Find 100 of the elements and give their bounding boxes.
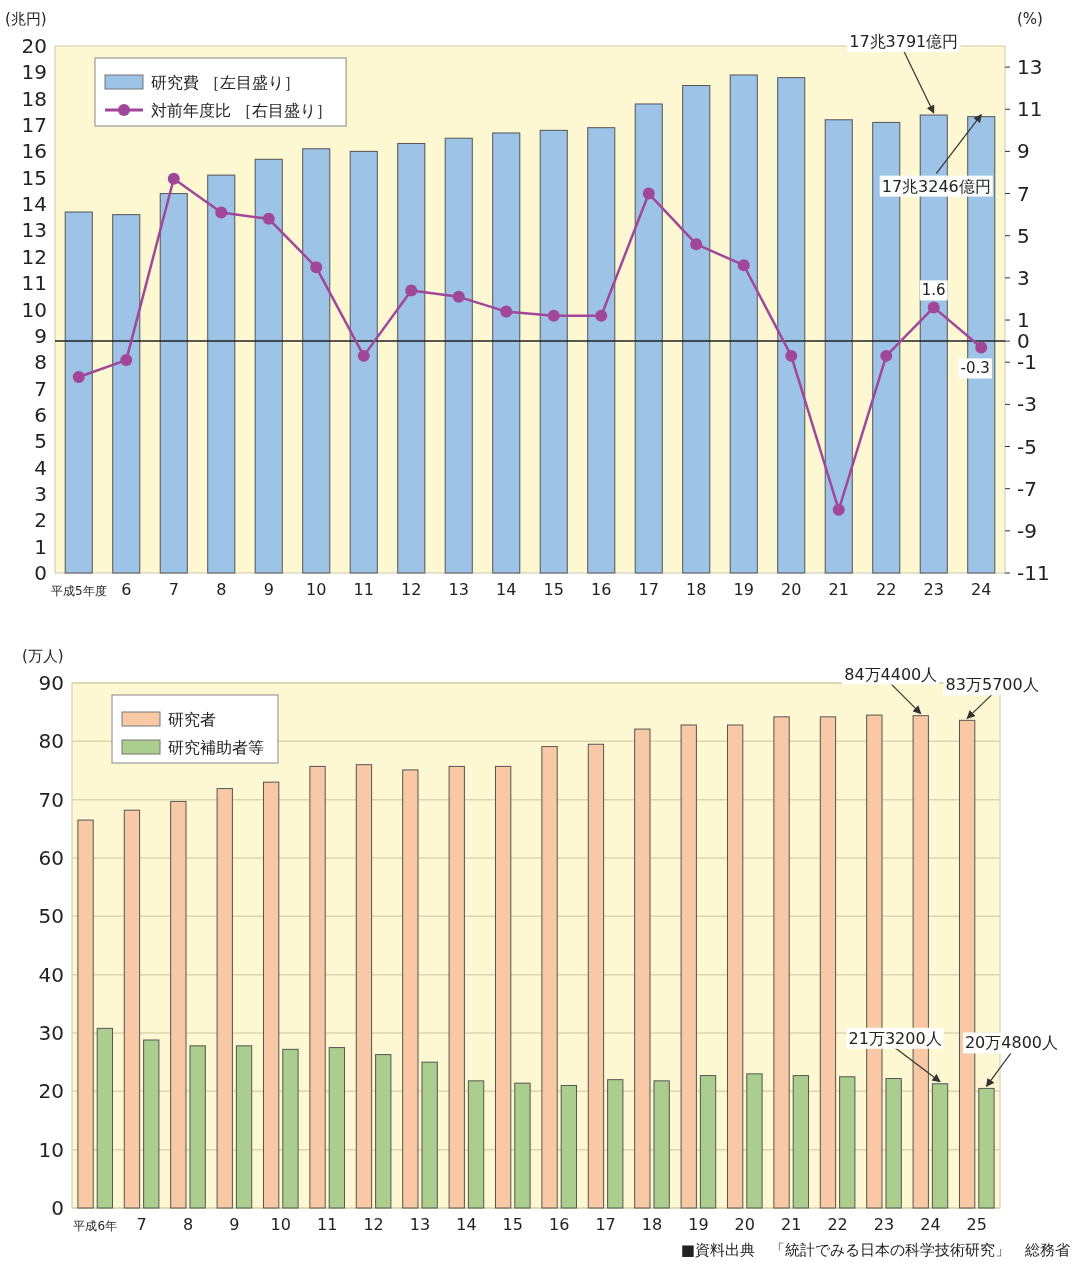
bar	[872, 121, 901, 574]
bar	[170, 800, 187, 1209]
point	[927, 301, 940, 314]
y-tick-label: 16	[21, 139, 47, 164]
bar	[328, 1047, 346, 1209]
x-tick-label: 6	[121, 580, 132, 599]
x-tick-label: 22	[827, 1215, 848, 1234]
x-tick-label: 22	[876, 580, 897, 599]
x-tick-label: 12	[401, 580, 422, 599]
bar	[792, 1075, 810, 1209]
bar	[560, 1085, 578, 1209]
y2-tick-label: -5	[1017, 434, 1037, 459]
y2-tick-label: 3	[1017, 265, 1030, 290]
y-tick-label: 70	[38, 787, 64, 812]
y-tick-label: 20	[38, 1079, 64, 1104]
bar	[885, 1078, 902, 1209]
y-tick-label: 40	[38, 962, 64, 987]
x-tick-label: 21	[828, 580, 849, 599]
y-tick-label: 18	[21, 86, 47, 111]
y-tick-label: 1	[34, 534, 47, 559]
bar	[978, 1087, 995, 1209]
x-tick-label: 19	[733, 580, 754, 599]
point	[595, 309, 608, 322]
bar	[931, 1083, 949, 1209]
x-tick-label: 23	[873, 1215, 895, 1234]
y-axis-title: (万人)	[22, 647, 64, 665]
y-axis-title: (兆円)	[5, 10, 47, 28]
y-tick-label: 8	[34, 350, 47, 375]
bar	[773, 716, 790, 1209]
point	[72, 370, 85, 383]
bar	[746, 1073, 763, 1209]
x-tick-label: 20	[781, 580, 802, 599]
x-tick-label: 11	[353, 580, 374, 599]
y-tick-label: 30	[38, 1021, 64, 1045]
bar	[143, 1039, 160, 1209]
bar	[355, 764, 373, 1209]
bar	[349, 150, 378, 574]
bar	[680, 724, 697, 1209]
point	[785, 349, 798, 362]
y-tick-label: 20	[21, 34, 47, 58]
x-tick-label: 13	[448, 580, 469, 599]
bar	[64, 211, 93, 574]
point	[215, 206, 228, 219]
bar	[309, 765, 326, 1209]
x-tick-label: 平成6年	[73, 1219, 118, 1233]
bar	[587, 127, 616, 574]
legend-label: 研究補助者等	[168, 738, 264, 757]
point	[690, 238, 703, 251]
bar	[421, 1061, 438, 1209]
legend-label: 研究者	[168, 710, 216, 729]
y2-tick-label: 9	[1017, 139, 1030, 164]
point	[262, 212, 275, 225]
x-tick-label: 24	[971, 580, 992, 599]
x-tick-label: 9	[229, 1215, 240, 1234]
y-tick-label: 50	[38, 904, 64, 929]
point	[547, 309, 560, 322]
legend-label: 対前年度比 ［右目盛り］	[151, 101, 333, 120]
y-tick-label: 15	[21, 165, 47, 190]
y2-tick-label: -3	[1017, 392, 1037, 417]
point	[975, 341, 988, 354]
bar	[375, 1054, 392, 1209]
y-tick-label: 10	[21, 297, 47, 322]
bar	[467, 1080, 485, 1209]
y-tick-label: 90	[38, 671, 64, 695]
x-tick-label: 10	[306, 580, 327, 599]
point	[832, 503, 845, 516]
bar	[96, 1027, 114, 1209]
x-tick-label: 20	[734, 1215, 755, 1234]
x-tick-label: 15	[502, 1215, 523, 1234]
bar	[839, 1076, 856, 1209]
bar	[282, 1048, 299, 1209]
annotation: 17兆3246億円	[881, 176, 991, 196]
x-tick-label: 12	[363, 1215, 384, 1234]
point	[737, 259, 750, 272]
y-tick-label: 9	[34, 323, 47, 348]
bar	[112, 214, 141, 574]
annotation: 20万4800人	[964, 1033, 1058, 1053]
legend-label: 研究費 ［左目盛り］	[151, 73, 301, 92]
x-tick-label: 平成5年度	[50, 584, 107, 598]
point	[500, 305, 513, 318]
y-tick-label: 13	[21, 218, 47, 243]
y-tick-label: 0	[34, 561, 47, 585]
bar	[159, 193, 188, 574]
x-tick-label: 16	[591, 580, 612, 599]
point	[120, 354, 133, 367]
x-tick-label: 23	[923, 580, 944, 599]
annotation: 83万5700人	[945, 675, 1039, 695]
bar	[726, 724, 744, 1209]
y2-tick-label: 11	[1017, 97, 1043, 122]
bar	[634, 728, 651, 1209]
x-tick-label: 9	[263, 580, 274, 599]
y-tick-label: 6	[34, 402, 47, 427]
bar	[262, 781, 280, 1209]
y2-tick-label: 13	[1017, 55, 1043, 80]
x-tick-label: 7	[168, 580, 179, 599]
x-tick-label: 17	[595, 1215, 616, 1234]
x-tick-label: 11	[317, 1215, 338, 1234]
point	[310, 261, 323, 274]
bar	[541, 746, 558, 1209]
bar	[514, 1082, 531, 1209]
